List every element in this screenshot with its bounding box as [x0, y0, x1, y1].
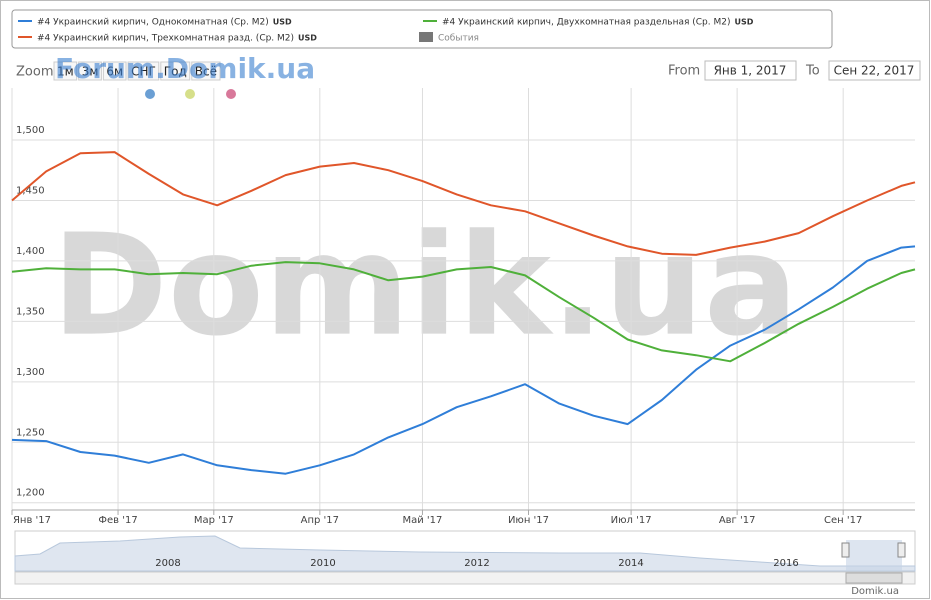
to-input[interactable] — [828, 60, 921, 81]
navigator-year: 2008 — [155, 558, 180, 569]
legend-label[interactable]: #4 Украинский кирпич, Однокомнатная (Ср.… — [37, 18, 269, 28]
zoom-button[interactable]: 1м — [57, 65, 74, 79]
to-value[interactable]: Сен 22, 2017 — [834, 64, 915, 78]
legend-unit[interactable]: USD — [298, 34, 317, 43]
from-input[interactable] — [704, 60, 797, 81]
x-tick-label: Авг '17 — [719, 515, 756, 526]
y-tick-label: 1,250 — [16, 427, 45, 438]
zoom-button[interactable]: Год — [164, 65, 187, 79]
zoom-button-bg[interactable] — [160, 61, 191, 81]
navigator-year: 2016 — [773, 558, 798, 569]
from-label: From — [668, 64, 700, 79]
credit[interactable]: Domik.ua — [851, 586, 899, 597]
zoom-button-bg[interactable] — [127, 61, 160, 81]
scrollbar-thumb[interactable] — [845, 572, 903, 584]
x-tick-label: Фев '17 — [98, 515, 137, 526]
zoom-button-bg[interactable] — [191, 61, 221, 81]
legend-unit[interactable]: USD — [735, 18, 754, 27]
scrollbar[interactable] — [14, 571, 916, 585]
watermark-small: Forum.Domik.ua — [55, 52, 315, 85]
legend-unit[interactable]: USD — [273, 18, 292, 27]
navigator-handle[interactable] — [897, 542, 906, 558]
navigator-year: 2012 — [464, 558, 489, 569]
y-tick-label: 1,350 — [16, 306, 45, 317]
y-tick-label: 1,450 — [16, 185, 45, 196]
navigator-window[interactable] — [846, 540, 902, 571]
y-tick-label: 1,500 — [16, 125, 45, 136]
zoom-button-bg[interactable] — [102, 61, 127, 81]
x-tick-label: Апр '17 — [301, 515, 339, 526]
watermark-big: Domik.ua — [52, 205, 799, 368]
series-line — [11, 261, 916, 363]
y-tick-label: 1,300 — [16, 367, 45, 378]
dot — [226, 89, 236, 99]
zoom-button[interactable]: Всё — [195, 65, 217, 79]
zoom-button-bg[interactable] — [78, 61, 102, 81]
series-line — [11, 245, 916, 475]
x-tick-label: Июн '17 — [508, 515, 549, 526]
x-tick-label: Сен '17 — [824, 515, 862, 526]
y-tick-label: 1,200 — [16, 488, 45, 499]
zoom-button[interactable]: 6м — [106, 65, 123, 79]
events-icon[interactable] — [419, 32, 433, 42]
events-label[interactable]: События — [438, 34, 479, 44]
x-tick-label: Май '17 — [402, 515, 442, 526]
navigator-handle[interactable] — [841, 542, 850, 558]
navigator-area — [14, 535, 916, 572]
x-tick-label: Янв '17 — [13, 515, 51, 526]
navigator-year: 2010 — [310, 558, 335, 569]
zoom-label: Zoom — [16, 65, 53, 80]
x-tick-label: Мар '17 — [194, 515, 234, 526]
zoom-button[interactable]: 3м — [82, 65, 99, 79]
zoom-button-bg[interactable] — [53, 61, 78, 81]
dot — [185, 89, 195, 99]
legend-box — [11, 9, 833, 49]
y-tick-label: 1,400 — [16, 246, 45, 257]
legend-label[interactable]: #4 Украинский кирпич, Трехкомнатная разд… — [37, 34, 294, 44]
dot — [145, 89, 155, 99]
legend-label[interactable]: #4 Украинский кирпич, Двухкомнатная разд… — [442, 18, 731, 28]
from-value[interactable]: Янв 1, 2017 — [714, 64, 787, 78]
navigator-year: 2014 — [618, 558, 643, 569]
zoom-button[interactable]: СНГ — [131, 65, 156, 79]
to-label: To — [805, 64, 820, 79]
x-tick-label: Июл '17 — [611, 515, 652, 526]
series-line — [11, 151, 916, 256]
